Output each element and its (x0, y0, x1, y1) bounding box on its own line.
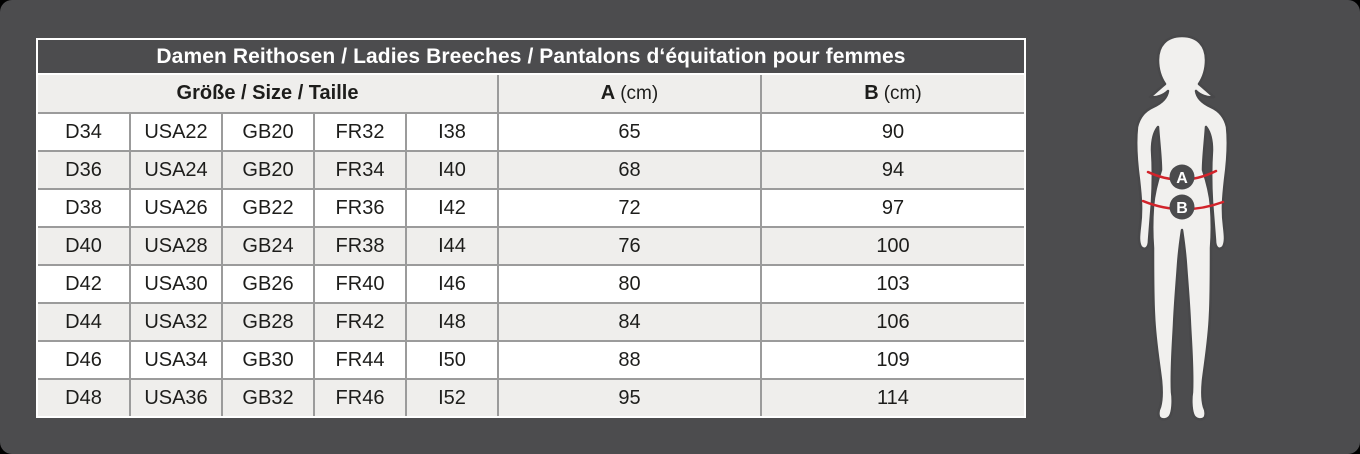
size-fr-cell: FR46 (314, 378, 407, 416)
size-gb-cell: GB20 (222, 112, 315, 151)
table-row: D44 USA32 GB28 FR42 I48 84 106 (38, 302, 1024, 341)
marker-a-badge: A (1169, 164, 1195, 190)
size-gb-cell: GB20 (222, 150, 315, 189)
table-title: Damen Reithosen / Ladies Breeches / Pant… (38, 40, 1024, 75)
col-header-size: Größe / Size / Taille (38, 75, 500, 113)
measure-a-cell: 68 (498, 150, 762, 189)
table-row: D48 USA36 GB32 FR46 I52 95 114 (38, 378, 1024, 416)
size-i-cell: I48 (406, 302, 500, 341)
size-fr-cell: FR34 (314, 150, 407, 189)
table-row: D40 USA28 GB24 FR38 I44 76 100 (38, 226, 1024, 265)
size-i-cell: I50 (406, 340, 500, 379)
measure-b-cell: 114 (761, 378, 1024, 416)
measure-b-cell: 90 (761, 112, 1024, 151)
size-fr-cell: FR44 (314, 340, 407, 379)
size-gb-cell: GB22 (222, 188, 315, 227)
table-row: D36 USA24 GB20 FR34 I40 68 94 (38, 150, 1024, 189)
size-table-container: Damen Reithosen / Ladies Breeches / Pant… (36, 38, 1026, 418)
size-i-cell: I52 (406, 378, 500, 416)
size-fr-cell: FR42 (314, 302, 407, 341)
measure-a-cell: 88 (498, 340, 762, 379)
measure-b-cell: 106 (761, 302, 1024, 341)
table-row: D46 USA34 GB30 FR44 I50 88 109 (38, 340, 1024, 379)
size-usa-cell: USA32 (130, 302, 223, 341)
size-table: Größe / Size / Taille A (cm) B (cm) D34 USA… (38, 75, 1024, 416)
measure-b-cell: 103 (761, 264, 1024, 303)
col-header-a-unit: (cm) (620, 83, 659, 104)
measure-b-cell: 94 (761, 150, 1024, 189)
size-fr-cell: FR38 (314, 226, 407, 265)
header-row: Größe / Size / Taille A (cm) B (cm) (38, 75, 1024, 113)
col-header-b-unit: (cm) (883, 83, 922, 104)
size-i-cell: I42 (406, 188, 500, 227)
size-gb-cell: GB32 (222, 378, 315, 416)
measure-a-cell: 76 (498, 226, 762, 265)
size-d-cell: D42 (38, 264, 131, 303)
measure-b-cell: 109 (761, 340, 1024, 379)
size-usa-cell: USA36 (130, 378, 223, 416)
marker-a-label: A (1176, 170, 1188, 187)
size-d-cell: D36 (38, 150, 131, 189)
size-gb-cell: GB30 (222, 340, 315, 379)
size-usa-cell: USA24 (130, 150, 223, 189)
col-header-a: A (cm) (498, 75, 762, 113)
size-gb-cell: GB26 (222, 264, 315, 303)
size-usa-cell: USA26 (130, 188, 223, 227)
table-row: D34 USA22 GB20 FR32 I38 65 90 (38, 112, 1024, 151)
size-d-cell: D46 (38, 340, 131, 379)
size-fr-cell: FR32 (314, 112, 407, 151)
size-fr-cell: FR36 (314, 188, 407, 227)
size-fr-cell: FR40 (314, 264, 407, 303)
col-header-b: B (cm) (761, 75, 1024, 113)
female-silhouette-icon (1134, 34, 1230, 421)
size-d-cell: D44 (38, 302, 131, 341)
measure-a-cell: 84 (498, 302, 762, 341)
table-row: D42 USA30 GB26 FR40 I46 80 103 (38, 264, 1024, 303)
measure-a-cell: 95 (498, 378, 762, 416)
size-i-cell: I44 (406, 226, 500, 265)
size-usa-cell: USA22 (130, 112, 223, 151)
size-usa-cell: USA30 (130, 264, 223, 303)
size-i-cell: I38 (406, 112, 500, 151)
size-gb-cell: GB24 (222, 226, 315, 265)
col-header-a-letter: A (600, 82, 616, 104)
marker-b-badge: B (1169, 194, 1195, 220)
size-i-cell: I40 (406, 150, 500, 189)
measure-b-cell: 100 (761, 226, 1024, 265)
size-i-cell: I46 (406, 264, 500, 303)
size-usa-cell: USA34 (130, 340, 223, 379)
table-row: D38 USA26 GB22 FR36 I42 72 97 (38, 188, 1024, 227)
marker-b-label: B (1176, 200, 1188, 217)
measure-a-cell: 80 (498, 264, 762, 303)
measure-a-cell: 65 (498, 112, 762, 151)
size-d-cell: D40 (38, 226, 131, 265)
size-d-cell: D48 (38, 378, 131, 416)
size-usa-cell: USA28 (130, 226, 223, 265)
size-d-cell: D38 (38, 188, 131, 227)
measurement-figure: A B (1134, 34, 1230, 421)
col-header-b-letter: B (864, 82, 879, 104)
measure-b-cell: 97 (761, 188, 1024, 227)
measure-a-cell: 72 (498, 188, 762, 227)
size-d-cell: D34 (38, 112, 131, 151)
size-gb-cell: GB28 (222, 302, 315, 341)
